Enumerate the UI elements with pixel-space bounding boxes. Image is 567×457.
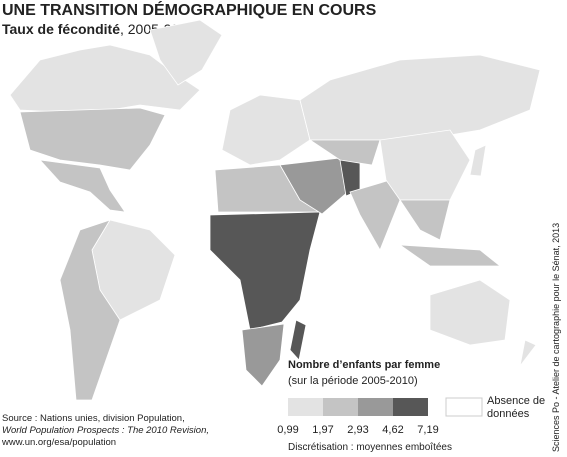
legend-swatch <box>358 398 393 416</box>
legend-break: 4,62 <box>382 424 403 436</box>
legend-break: 0,99 <box>277 424 298 436</box>
credit: Sciences Po - Atelier de cartographie po… <box>551 223 561 452</box>
southern-africa <box>241 323 285 387</box>
source-line: www.un.org/esa/population <box>1 437 116 448</box>
world-map <box>9 19 541 401</box>
madagascar <box>289 319 307 361</box>
middle-east <box>279 157 351 215</box>
no-data-label: Absence de <box>487 395 545 407</box>
no-data-swatch <box>445 397 483 417</box>
legend-break: 2,93 <box>347 424 368 436</box>
south-east-asia <box>399 199 451 241</box>
legend-swatch <box>393 398 428 416</box>
central-america <box>38 159 126 213</box>
china <box>379 129 471 201</box>
india <box>349 179 401 251</box>
russia <box>299 54 541 141</box>
legend-subtitle: (sur la période 2005-2010) <box>288 375 418 387</box>
source-line: Source : Nations unies, division Populat… <box>2 413 185 424</box>
legend-break: 7,19 <box>417 424 438 436</box>
usa <box>19 107 166 171</box>
south-america <box>59 219 121 401</box>
source: Source : Nations unies, division Populat… <box>1 413 209 448</box>
legend-swatch <box>323 398 358 416</box>
indonesia <box>398 244 502 267</box>
source-line: World Population Prospects : The 2010 Re… <box>2 425 209 436</box>
legend-swatch <box>288 398 323 416</box>
subtitle-bold: Taux de fécondité <box>2 21 120 37</box>
japan <box>469 144 487 177</box>
europe <box>221 94 311 166</box>
legend-break: 1,97 <box>312 424 333 436</box>
title: UNE TRANSITION DÉMOGRAPHIQUE EN COURS <box>2 0 377 19</box>
new-zealand <box>519 339 537 367</box>
greenland <box>149 19 223 86</box>
australia <box>429 279 511 346</box>
method-note: Discrétisation : moyennes emboîtées <box>288 442 452 453</box>
sub-saharan-africa <box>209 211 321 331</box>
legend-title: Nombre d’enfants par femme <box>288 359 440 371</box>
no-data-label: données <box>487 408 530 420</box>
central-asia <box>308 139 381 166</box>
